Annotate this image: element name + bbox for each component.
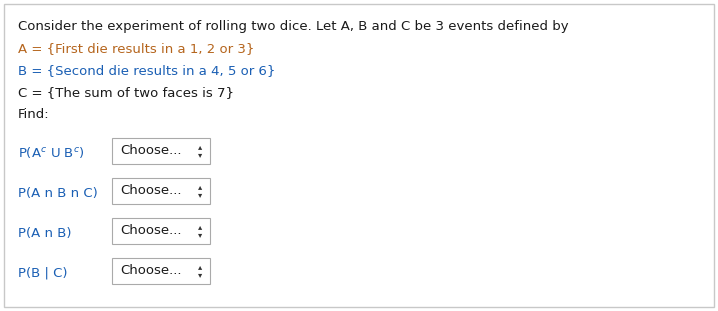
Text: A = {First die results in a 1, 2 or 3}: A = {First die results in a 1, 2 or 3} — [18, 42, 254, 55]
FancyBboxPatch shape — [4, 4, 714, 307]
Text: ▾: ▾ — [198, 191, 202, 199]
Text: P(A$^c$ U B$^c$): P(A$^c$ U B$^c$) — [18, 146, 85, 160]
FancyBboxPatch shape — [112, 258, 210, 284]
Text: P(B | C): P(B | C) — [18, 267, 67, 280]
Text: B = {Second die results in a 4, 5 or 6}: B = {Second die results in a 4, 5 or 6} — [18, 64, 276, 77]
Text: ▾: ▾ — [198, 151, 202, 160]
Text: Choose...: Choose... — [120, 184, 182, 197]
Text: ▴: ▴ — [198, 222, 202, 231]
Text: ▴: ▴ — [198, 142, 202, 151]
Text: ▴: ▴ — [198, 262, 202, 272]
Text: ▾: ▾ — [198, 271, 202, 280]
Text: Choose...: Choose... — [120, 225, 182, 238]
Text: ▾: ▾ — [198, 230, 202, 239]
FancyBboxPatch shape — [112, 218, 210, 244]
FancyBboxPatch shape — [112, 138, 210, 164]
Text: ▴: ▴ — [198, 183, 202, 192]
Text: P(A n B): P(A n B) — [18, 226, 72, 239]
Text: Find:: Find: — [18, 108, 50, 121]
Text: P(A n B n C): P(A n B n C) — [18, 187, 98, 199]
Text: Consider the experiment of rolling two dice. Let A, B and C be 3 events defined : Consider the experiment of rolling two d… — [18, 20, 569, 33]
Text: Choose...: Choose... — [120, 145, 182, 157]
Text: C = {The sum of two faces is 7}: C = {The sum of two faces is 7} — [18, 86, 234, 99]
Text: Choose...: Choose... — [120, 264, 182, 277]
FancyBboxPatch shape — [112, 178, 210, 204]
